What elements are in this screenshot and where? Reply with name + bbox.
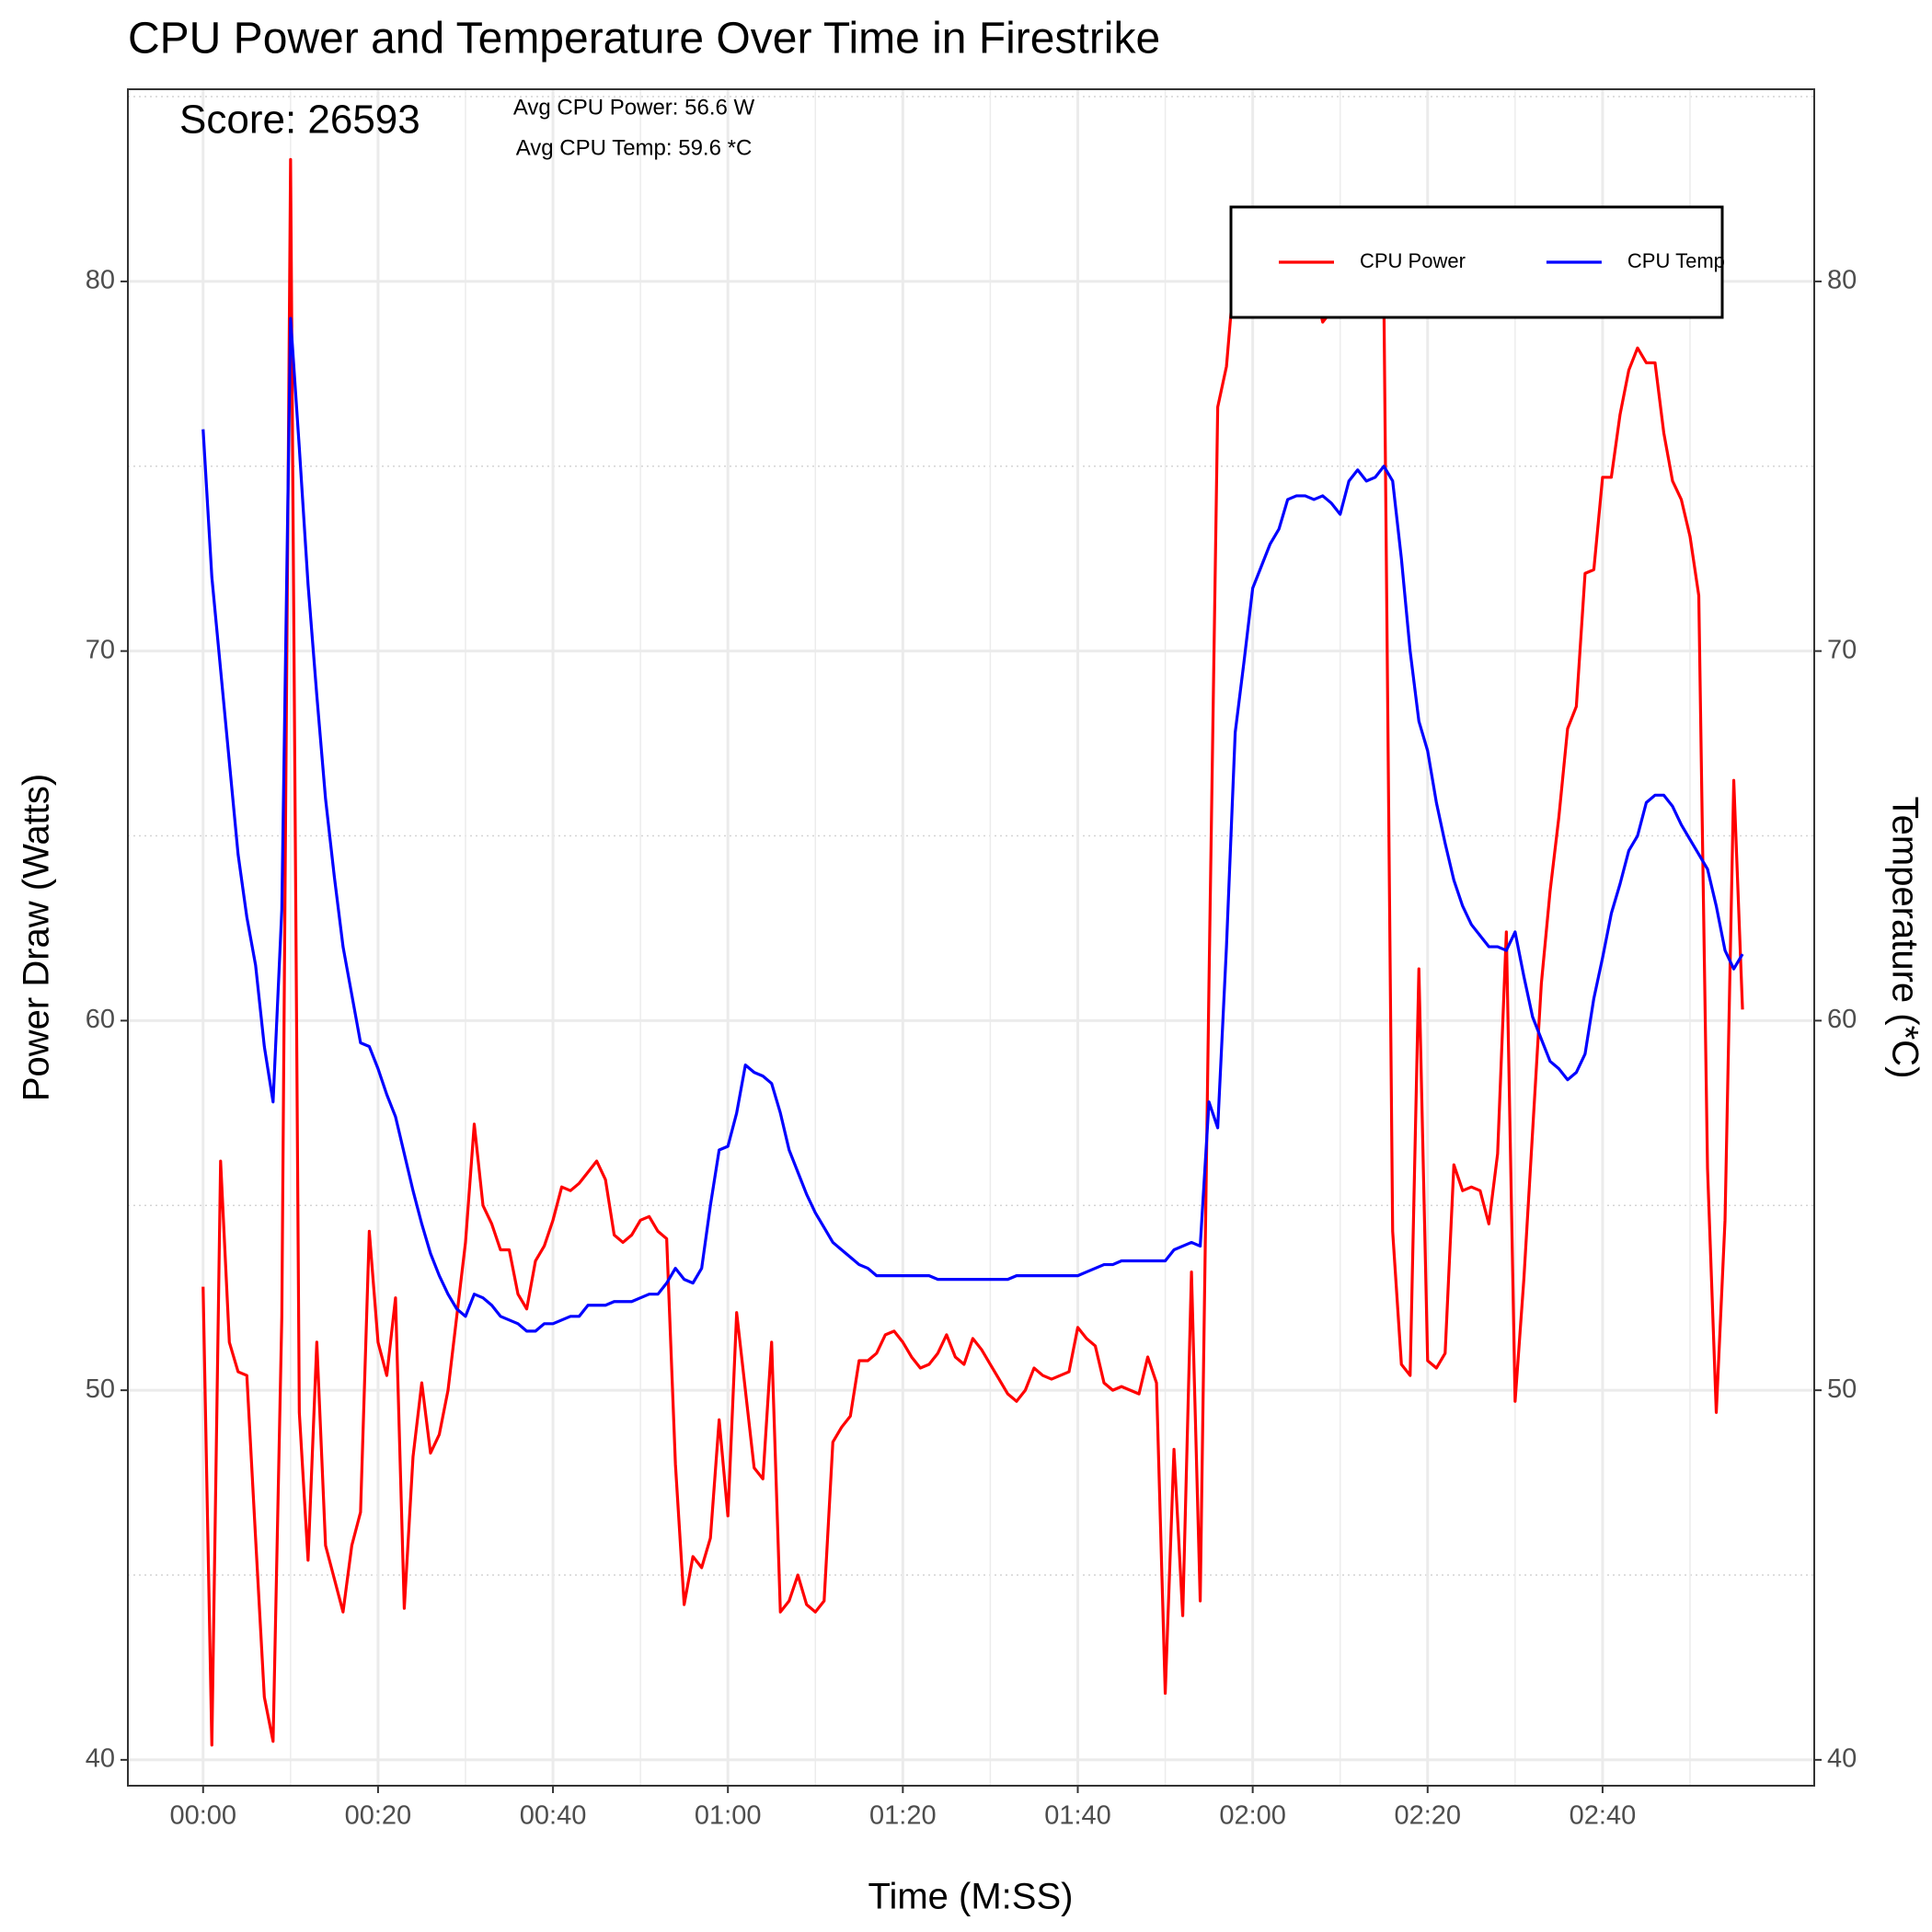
- y2-axis-title: Temperature (*C): [1884, 797, 1925, 1079]
- annotation: Score: 26593: [179, 98, 420, 143]
- x-tick-label: 00:40: [520, 1801, 587, 1831]
- y-tick-label: 60: [86, 1005, 115, 1034]
- axes: 40 50 60 70 80 40 50 60 70 80 00:00 00:20 00:40 01:00…: [86, 88, 1857, 1831]
- annotation: Avg CPU Power: 56.6 W: [513, 95, 755, 120]
- legend-label: CPU Temp: [1627, 249, 1725, 272]
- plot-border: [127, 88, 1815, 1787]
- x-tick-label: 01:40: [1044, 1801, 1111, 1831]
- y-tick-label: 50: [86, 1374, 115, 1404]
- series-line: [201, 157, 1744, 1747]
- grid: [128, 89, 1814, 1786]
- series-line: [201, 316, 1744, 1333]
- y2-tick-label: 40: [1827, 1744, 1857, 1774]
- x-tick-label: 00:00: [169, 1801, 236, 1831]
- chart-title: CPU Power and Temperature Over Time in F…: [128, 15, 1160, 63]
- y2-tick-label: 80: [1827, 266, 1857, 295]
- y-tick-label: 40: [86, 1744, 115, 1774]
- lines: [201, 157, 1744, 1747]
- y2-tick-label: 50: [1827, 1374, 1857, 1404]
- y-axis-title: Power Draw (Watts): [17, 774, 57, 1101]
- annotations: Score: 26593 Avg CPU Power: 56.6 W Avg CPU…: [179, 95, 755, 160]
- x-tick-label: 02:40: [1570, 1801, 1637, 1831]
- x-tick-label: 02:20: [1394, 1801, 1461, 1831]
- x-axis-title: Time (M:SS): [868, 1877, 1074, 1917]
- x-tick-label: 01:20: [869, 1801, 937, 1831]
- legend-label: CPU Power: [1360, 249, 1466, 272]
- legend: CPU Power CPU Temp: [1229, 205, 1725, 319]
- y-tick-label: 70: [86, 635, 115, 664]
- x-tick-label: 02:00: [1219, 1801, 1286, 1831]
- y2-tick-label: 60: [1827, 1005, 1857, 1034]
- annotation: Avg CPU Temp: 59.6 *C: [516, 135, 753, 160]
- y-tick-label: 80: [86, 266, 115, 295]
- x-tick-label: 00:20: [345, 1801, 412, 1831]
- y2-tick-label: 70: [1827, 635, 1857, 664]
- x-tick-label: 01:00: [695, 1801, 762, 1831]
